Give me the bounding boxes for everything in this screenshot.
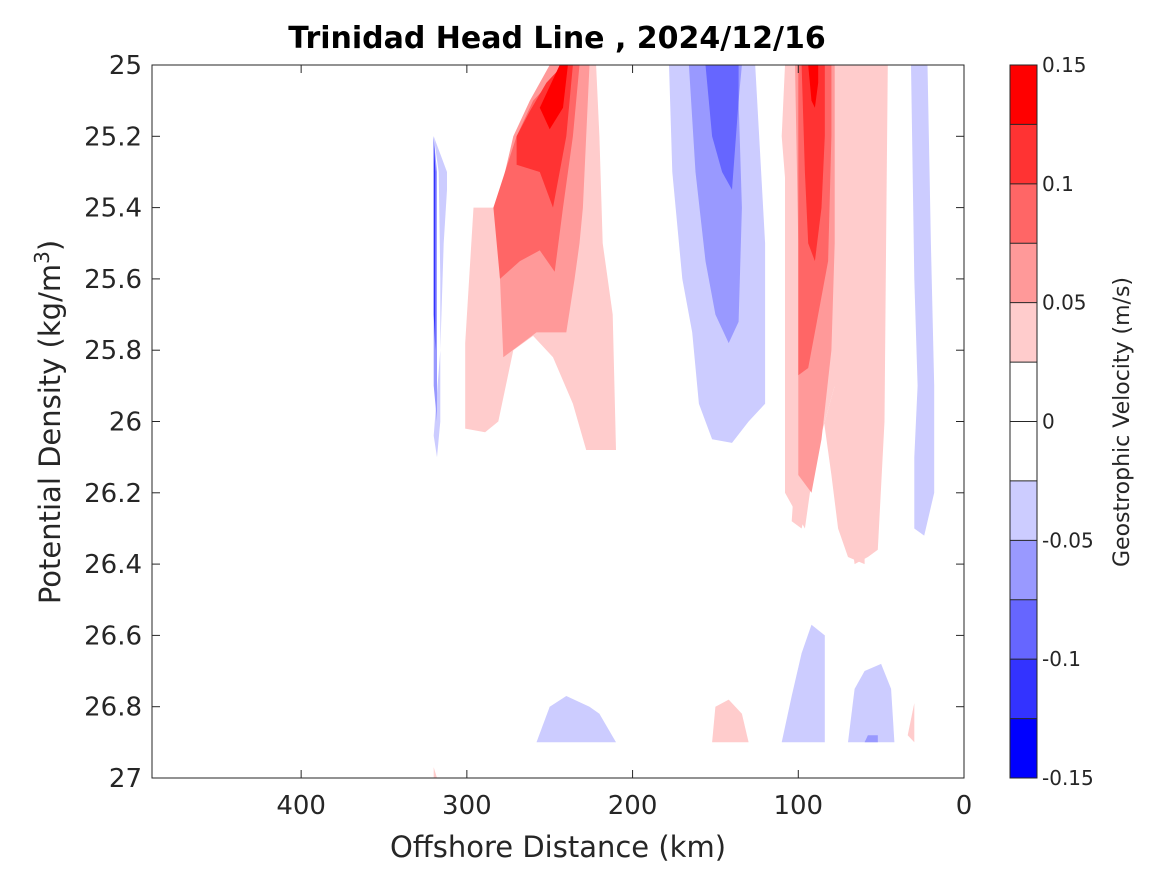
y-tick-label: 25.2 — [84, 122, 142, 152]
y-tick-label: 25.8 — [84, 336, 142, 366]
colorbar-swatch — [1010, 302, 1037, 363]
x-tick-label: 400 — [276, 791, 326, 821]
contour-region-21 — [848, 663, 895, 743]
colorbar-swatch — [1010, 421, 1037, 481]
y-axis-label-superscript: 3 — [30, 251, 54, 264]
contour-region-4 — [539, 65, 568, 130]
y-tick-label: 26 — [109, 408, 142, 438]
x-tick-label: 200 — [608, 791, 658, 821]
colorbar-tick-label: -0.05 — [1042, 528, 1094, 552]
colorbar-swatch — [1010, 183, 1037, 244]
colorbar-tick-label: 0.1 — [1042, 172, 1074, 196]
colorbar: 0.15 0.1 0.05 0 -0.05 -0.1 -0.15 — [1009, 53, 1094, 790]
y-tick-label: 25.6 — [84, 265, 142, 295]
contour-region-9 — [801, 65, 825, 262]
contour-region-14 — [911, 65, 935, 536]
colorbar-tick-label: -0.1 — [1042, 647, 1081, 671]
contour-region-24 — [433, 767, 437, 778]
contour-regions — [433, 65, 935, 778]
y-tick-label: 27 — [109, 764, 142, 794]
contour-region-19 — [712, 699, 749, 743]
x-axis-label: Offshore Distance (km) — [390, 830, 726, 864]
y-axis-label-main: Potential Density (kg/m — [33, 264, 67, 604]
y-axis-label-end: ) — [33, 240, 67, 251]
contour-region-15 — [433, 136, 447, 458]
axis-ticks: 400 300 200 100 0 25 25.2 25.4 25.6 25.8 26 26.2 26.… — [84, 51, 972, 821]
y-tick-label: 25.4 — [84, 194, 142, 224]
colorbar-swatch — [1010, 480, 1037, 541]
colorbar-swatch — [1010, 65, 1037, 125]
colorbar-frame — [1009, 64, 1038, 779]
colorbar-swatch — [1010, 540, 1037, 600]
y-tick-label: 26.6 — [84, 621, 142, 651]
contour-region-13 — [705, 65, 739, 190]
y-axis-label: Potential Density (kg/m3) — [30, 240, 67, 604]
contour-region-10 — [808, 65, 819, 108]
y-tick-label: 26.4 — [84, 550, 142, 580]
colorbar-tick-label: -0.15 — [1042, 766, 1094, 790]
colorbar-swatch — [1010, 124, 1037, 184]
colorbar-swatch — [1010, 659, 1037, 719]
colorbar-label: Geostrophic Velocity (m/s) — [1110, 277, 1135, 567]
contour-region-22 — [864, 735, 878, 743]
colorbar-swatch — [1010, 599, 1037, 660]
colorbar-swatch — [1010, 362, 1037, 422]
y-tick-label: 25 — [109, 51, 142, 81]
chart-title: Trinidad Head Line , 2024/12/16 — [288, 21, 825, 56]
contour-region-23 — [907, 703, 915, 743]
colorbar-tick-label: 0.05 — [1042, 291, 1087, 315]
colorbar-tick-label: 0 — [1042, 410, 1055, 434]
colorbar-tick-label: 0.15 — [1042, 53, 1087, 77]
x-tick-label: 0 — [956, 791, 973, 821]
x-tick-label: 100 — [773, 791, 823, 821]
plot-frame — [151, 64, 965, 779]
colorbar-swatch — [1010, 243, 1037, 303]
y-tick-label: 26.8 — [84, 693, 142, 723]
contour-region-20 — [781, 624, 825, 743]
x-tick-label: 300 — [442, 791, 492, 821]
y-tick-label: 26.2 — [84, 479, 142, 509]
contour-region-18 — [536, 696, 616, 743]
colorbar-swatch — [1010, 718, 1037, 778]
contour-region-17 — [433, 136, 436, 351]
